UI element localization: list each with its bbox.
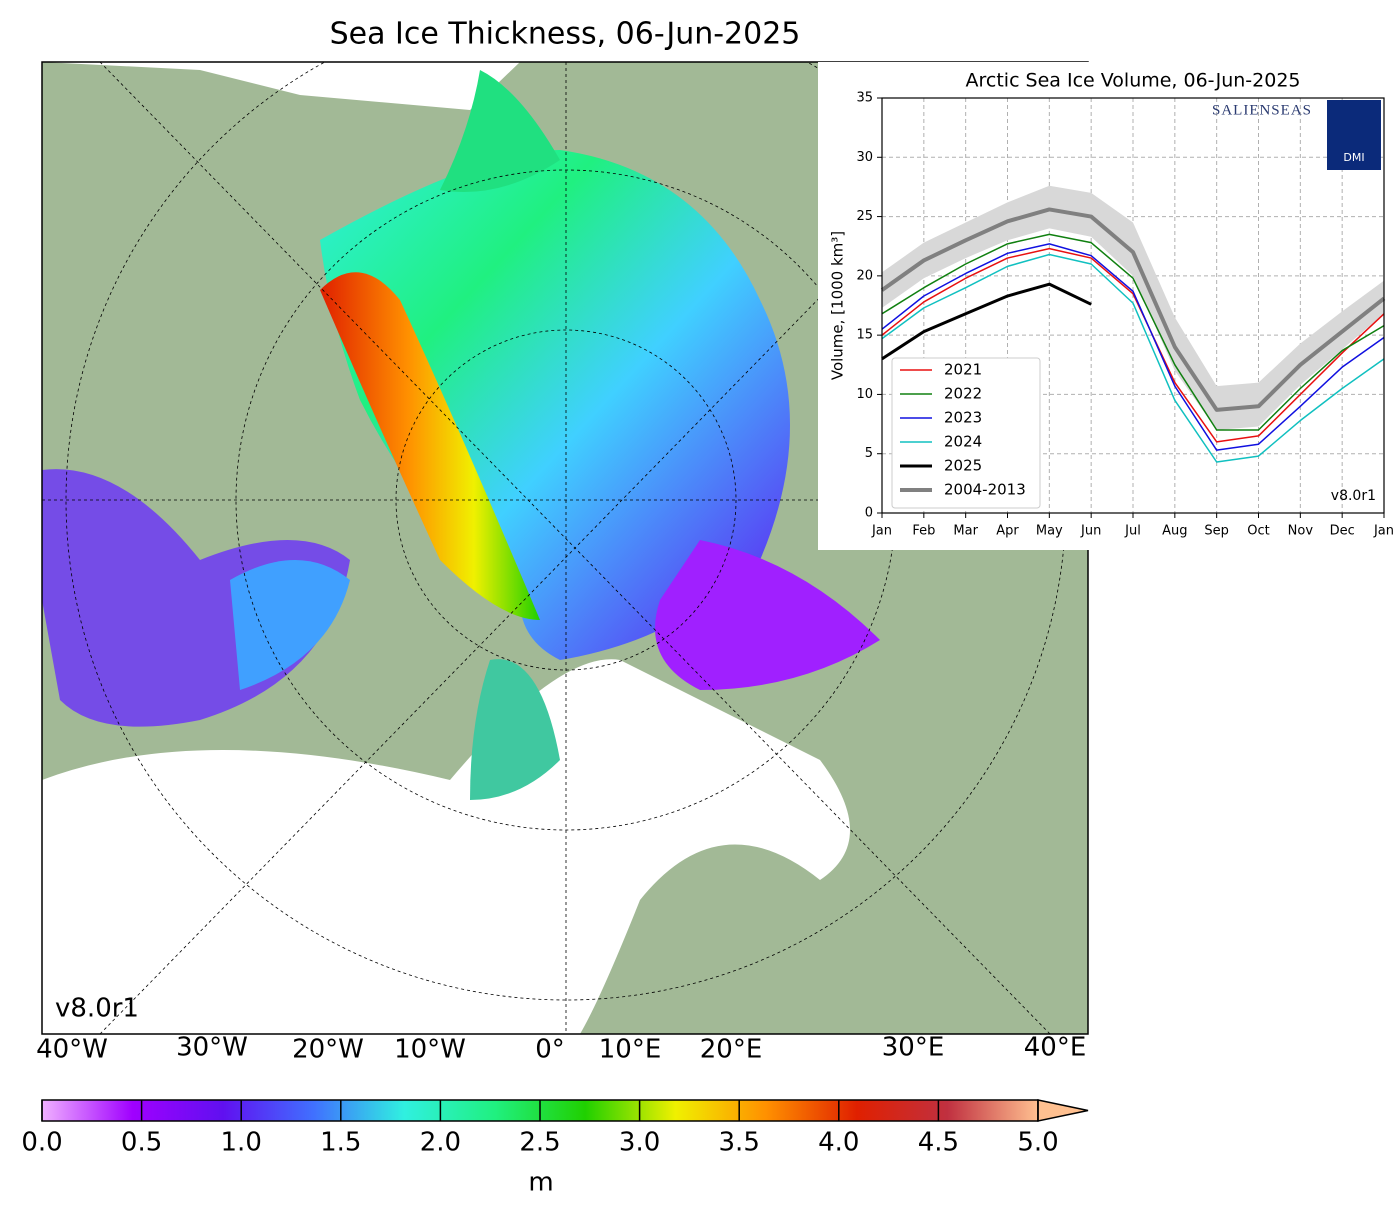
legend-label: 2023 — [944, 409, 982, 427]
longitude-label: 20°W — [292, 1035, 364, 1065]
y-tick-label: 35 — [856, 91, 873, 106]
colorbar-tick-label: 1.5 — [320, 1128, 361, 1158]
longitude-label: 40°W — [36, 1035, 108, 1065]
ice-strait — [440, 70, 560, 192]
colorbar-tick-label: 4.5 — [918, 1128, 959, 1158]
legend-box — [891, 357, 1041, 509]
colorbar-tick-label: 5.0 — [1017, 1128, 1058, 1158]
ice-hudson — [230, 560, 350, 690]
longitude-label: 10°E — [599, 1035, 662, 1065]
legend-label: 2025 — [944, 457, 982, 475]
x-tick-label: Dec — [1330, 524, 1355, 539]
longitude-label: 0° — [535, 1035, 565, 1065]
x-tick-label: Aug — [1162, 524, 1187, 539]
y-tick-label: 20 — [856, 268, 873, 283]
x-tick-label: Mar — [953, 524, 978, 539]
ocean — [42, 62, 520, 110]
map-title: Sea Ice Thickness, 06-Jun-2025 — [330, 17, 801, 52]
series-line — [881, 247, 1385, 443]
x-tick-label: Jan — [871, 524, 892, 539]
colorbar-tick-label: 3.5 — [719, 1128, 760, 1158]
series-line — [881, 253, 1385, 463]
chart-version: v8.0r1 — [1331, 488, 1376, 504]
ocean — [42, 659, 850, 1034]
colorbar-tick-label: 1.0 — [221, 1128, 262, 1158]
ice-thick — [320, 272, 540, 620]
longitude-labels: 40°W 30°W 20°W 10°W 0° 10°E 20°E 30°E 40°E — [36, 1033, 1086, 1065]
y-tick-label: 30 — [856, 150, 873, 165]
x-tick-label: Feb — [912, 524, 935, 539]
y-tick-label: 5 — [865, 446, 873, 461]
longitude-label: 20°E — [700, 1035, 763, 1065]
x-tick-label: Sep — [1204, 524, 1229, 539]
series-line — [881, 282, 1092, 361]
x-tick-label: May — [1036, 524, 1063, 539]
colorbar-tick-label: 2.5 — [519, 1128, 560, 1158]
longitude-label: 30°W — [176, 1033, 248, 1063]
series-line — [880, 207, 1386, 412]
range-band — [882, 185, 1384, 430]
colorbar-extend — [1037, 1099, 1089, 1122]
legend: 2021 2022 2023 2024 2025 2004-2013 — [891, 357, 1041, 509]
colorbar-tick-label: 4.0 — [818, 1128, 859, 1158]
ice-barents — [655, 540, 880, 690]
chart-title: Arctic Sea Ice Volume, 06-Jun-2025 — [966, 70, 1301, 92]
meridian — [99, 62, 1051, 1034]
logo-dmi: DMI — [1343, 151, 1364, 164]
colorbar-tick-label: 0.5 — [121, 1128, 162, 1158]
series-line — [881, 243, 1385, 451]
y-tick-label: 25 — [856, 209, 873, 224]
x-tick-label: Apr — [996, 524, 1019, 539]
x-tick-label: Jun — [1080, 524, 1101, 539]
x-tick-label: Jan — [1373, 524, 1394, 539]
longitude-label: 30°E — [882, 1033, 945, 1063]
inset-chart: Arctic Sea Ice Volume, 06-Jun-2025 0 5 10 15… — [829, 70, 1395, 539]
series-line — [881, 233, 1385, 431]
logo-text: SALIENSEAS — [1212, 102, 1312, 118]
logo-dmi-box — [1327, 100, 1381, 170]
x-tick-label: Nov — [1288, 524, 1314, 539]
legend-label: 2022 — [944, 385, 982, 403]
y-tick-label: 10 — [856, 387, 873, 402]
y-tick-label: 0 — [865, 506, 873, 521]
x-tick-label: Jul — [1124, 524, 1141, 539]
colorbar-tick-label: 2.0 — [420, 1128, 461, 1158]
legend-label: 2021 — [944, 361, 982, 379]
plot-frame — [881, 97, 1385, 514]
legend-label: 2024 — [944, 433, 982, 451]
map-version: v8.0r1 — [55, 994, 139, 1024]
legend-label: 2004-2013 — [944, 481, 1026, 499]
y-axis-label: Volume, [1000 km³] — [829, 231, 847, 380]
colorbar-tick-label: 0.0 — [21, 1128, 62, 1158]
colorbar-label: m — [528, 1168, 553, 1198]
ice-east-greenland — [470, 659, 560, 800]
colorbar: 0.0 0.5 1.0 1.5 2.0 2.5 3.0 3.5 4.0 4.5 5.0 m — [21, 1099, 1089, 1198]
longitude-label: 10°W — [394, 1035, 466, 1065]
x-tick-label: Oct — [1247, 524, 1269, 539]
y-tick-label: 15 — [856, 328, 873, 343]
ice-central — [320, 150, 790, 660]
colorbar-tick-label: 3.0 — [619, 1128, 660, 1158]
longitude-label: 40°E — [1024, 1033, 1087, 1063]
